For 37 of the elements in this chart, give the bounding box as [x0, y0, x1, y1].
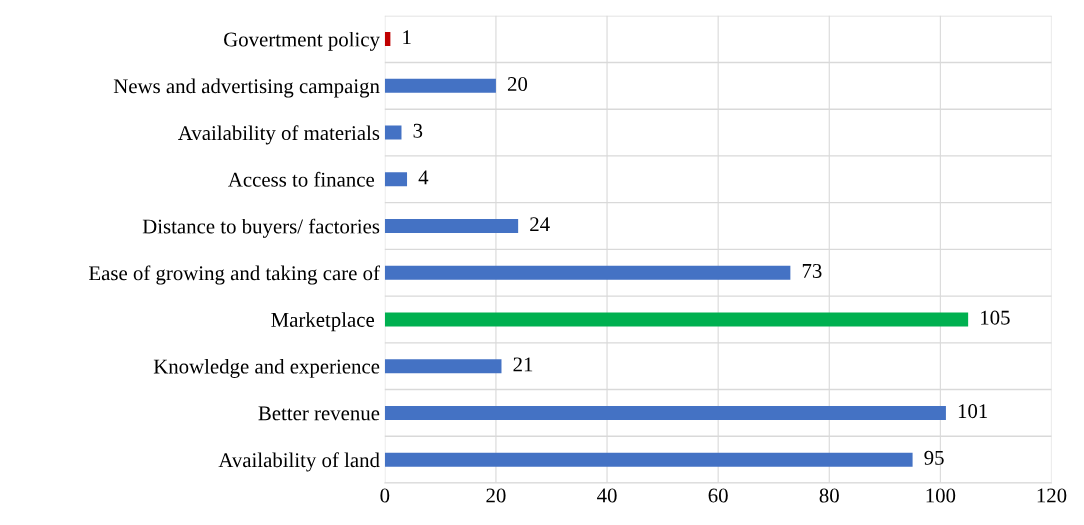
y-tick-label: Knowledge and experience — [153, 358, 380, 378]
y-tick-label: Govertment policy — [224, 31, 380, 51]
y-tick-label: News and advertising campaign — [113, 78, 380, 98]
x-tick-label: 100 — [926, 488, 956, 503]
bar — [384, 125, 402, 140]
x-tick-label: 60 — [708, 488, 728, 503]
data-label: 4 — [418, 170, 429, 185]
x-tick-label: 0 — [380, 488, 390, 503]
data-label: 20 — [507, 76, 528, 92]
data-label: 21 — [513, 357, 533, 372]
x-tick-label: 20 — [486, 488, 506, 503]
bar — [384, 359, 502, 374]
data-label: 73 — [802, 263, 822, 278]
bar — [384, 78, 496, 93]
y-tick-label: Ease of growing and taking care of — [89, 265, 380, 285]
data-label: 24 — [530, 217, 550, 232]
bar — [384, 312, 969, 327]
bar — [384, 405, 946, 420]
y-tick-label: Marketplace — [271, 312, 375, 332]
data-label: 1 — [403, 30, 411, 45]
y-tick-label: Access to finance — [228, 171, 375, 187]
data-label: 105 — [981, 310, 1010, 325]
bar — [384, 32, 391, 47]
x-tick-label: 120 — [1037, 488, 1067, 503]
bar — [384, 172, 408, 187]
y-tick-label: Distance to buyers/ factories — [142, 218, 380, 238]
y-tick-label: Availability of land — [218, 452, 380, 472]
x-tick-label: 40 — [597, 488, 617, 503]
y-tick-label: Availability of materials — [178, 125, 380, 145]
bar — [384, 219, 519, 234]
x-tick-label: 80 — [819, 488, 839, 503]
data-label: 3 — [413, 123, 423, 138]
y-tick-label: Better revenue — [258, 406, 380, 421]
bar — [384, 452, 913, 467]
bar — [384, 265, 791, 280]
data-label: 101 — [958, 404, 988, 419]
data-label: 95 — [924, 450, 944, 465]
